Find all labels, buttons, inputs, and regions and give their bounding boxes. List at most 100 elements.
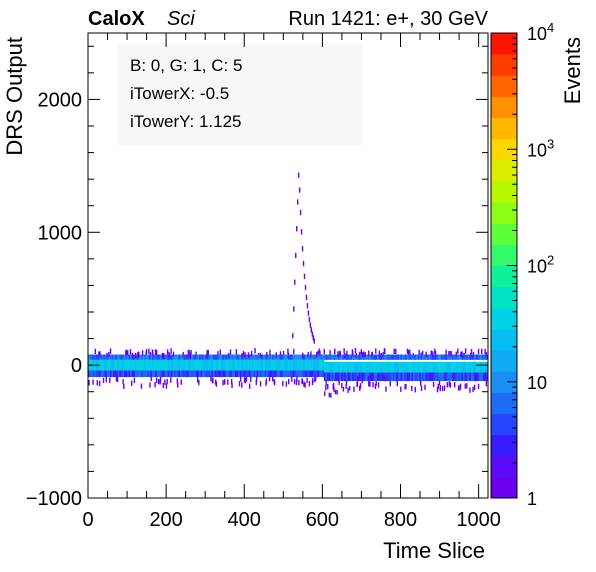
heatmap-cell <box>272 370 275 378</box>
plot-frame <box>87 32 489 499</box>
heatmap-cell <box>156 354 159 360</box>
heatmap-cell <box>373 361 376 373</box>
heatmap-cell <box>298 187 301 193</box>
heatmap-cell <box>125 359 128 371</box>
heatmap-cell <box>439 385 441 392</box>
heatmap-cell <box>227 352 230 359</box>
heatmap-cell <box>485 352 488 358</box>
heatmap-cell <box>411 385 413 392</box>
heatmap-cell <box>134 370 137 378</box>
heatmap-cell <box>316 370 318 378</box>
heatmap-cell <box>207 349 209 356</box>
heatmap-cell <box>194 354 197 360</box>
heatmap-cell <box>269 370 272 378</box>
heatmap-cell <box>405 354 408 360</box>
heatmap-cell <box>342 354 345 360</box>
heatmap-cell <box>359 354 362 360</box>
heatmap-cell <box>367 361 370 373</box>
heatmap-cell <box>100 359 103 371</box>
heatmap-cell <box>338 377 340 382</box>
heatmap-cell <box>444 361 447 373</box>
heatmap-cell <box>305 354 308 360</box>
heatmap-cell <box>263 370 265 378</box>
heatmap-cell <box>198 359 201 371</box>
heatmap-cell <box>214 354 217 360</box>
heatmap-cell <box>275 370 278 378</box>
heatmap-cell <box>364 352 366 358</box>
heatmap-cell <box>478 361 481 373</box>
heatmap-cell <box>377 354 379 360</box>
heatmap-cell <box>92 370 95 378</box>
heatmap-cell <box>334 348 336 355</box>
heatmap-cell <box>195 351 197 357</box>
heatmap-cell <box>228 370 231 378</box>
heatmap-cell <box>455 354 458 360</box>
heatmap-cell <box>98 351 100 357</box>
heatmap-cell <box>427 354 429 360</box>
heatmap-cell <box>367 376 370 381</box>
heatmap-cell <box>187 349 190 356</box>
heatmap-cell <box>378 361 381 373</box>
heatmap-cell <box>361 378 363 384</box>
heatmap-cell <box>308 381 311 387</box>
heatmap-cell <box>428 354 431 360</box>
heatmap-cell <box>145 348 148 355</box>
heatmap-cell <box>347 387 349 393</box>
heatmap-cell <box>302 359 304 371</box>
heatmap-cell <box>389 354 392 360</box>
run-label: Run 1421: e+, 30 GeV <box>288 8 488 30</box>
heatmap-cell <box>373 354 376 360</box>
heatmap-cell <box>144 354 147 360</box>
heatmap-cell <box>253 354 256 360</box>
heatmap-cell <box>473 354 476 360</box>
heatmap-cell <box>314 370 317 378</box>
x-tick-label: 400 <box>228 509 261 531</box>
heatmap-cell <box>354 348 357 354</box>
heatmap-cell <box>417 354 420 360</box>
heatmap-cell <box>329 350 331 356</box>
heatmap-cell <box>275 359 278 371</box>
heatmap-cell <box>157 379 160 385</box>
heatmap-cell <box>309 354 312 360</box>
heatmap-cell <box>158 370 161 378</box>
heatmap-cell <box>442 372 445 382</box>
heatmap-cell <box>345 383 347 389</box>
heatmap-cell <box>263 359 265 371</box>
heatmap-cell <box>156 370 159 378</box>
heatmap-cell <box>458 361 461 373</box>
heatmap-cell <box>99 351 101 357</box>
heatmap-cell <box>288 359 290 371</box>
heatmap-cell <box>155 370 158 378</box>
heatmap-cell <box>122 379 124 385</box>
heatmap-cell <box>305 370 308 378</box>
heatmap-cell <box>295 359 298 371</box>
heatmap-cell <box>323 391 326 396</box>
heatmap-cell <box>105 354 108 360</box>
heatmap-cell <box>392 372 395 382</box>
heatmap-cell <box>397 361 400 373</box>
heatmap-cell <box>377 361 379 373</box>
heatmap-cell <box>383 348 386 354</box>
heatmap-cell <box>373 372 376 382</box>
heatmap-cell <box>383 361 386 373</box>
heatmap-cell <box>363 361 365 373</box>
heatmap-cell <box>466 383 468 389</box>
heatmap-cell <box>273 370 276 378</box>
heatmap-cell <box>202 359 204 371</box>
heatmap-cell <box>223 379 226 385</box>
heatmap-cell <box>130 370 133 378</box>
heatmap-cell <box>217 370 220 378</box>
heatmap-cell <box>303 354 306 360</box>
heatmap-cell <box>472 386 474 392</box>
heatmap-cell <box>355 361 358 373</box>
heatmap-cell <box>317 370 320 378</box>
heatmap-cell <box>350 354 353 360</box>
heatmap-cell <box>420 354 423 360</box>
colorbar: 1 10 102 103 104 <box>490 20 554 509</box>
heatmap-cell <box>381 361 384 373</box>
heatmap-cell <box>388 372 390 382</box>
heatmap-cell <box>283 359 286 371</box>
heatmap-cell <box>343 348 345 354</box>
info-line-itowery: iTowerY: 1.125 <box>130 112 242 131</box>
heatmap-cell <box>297 359 300 371</box>
